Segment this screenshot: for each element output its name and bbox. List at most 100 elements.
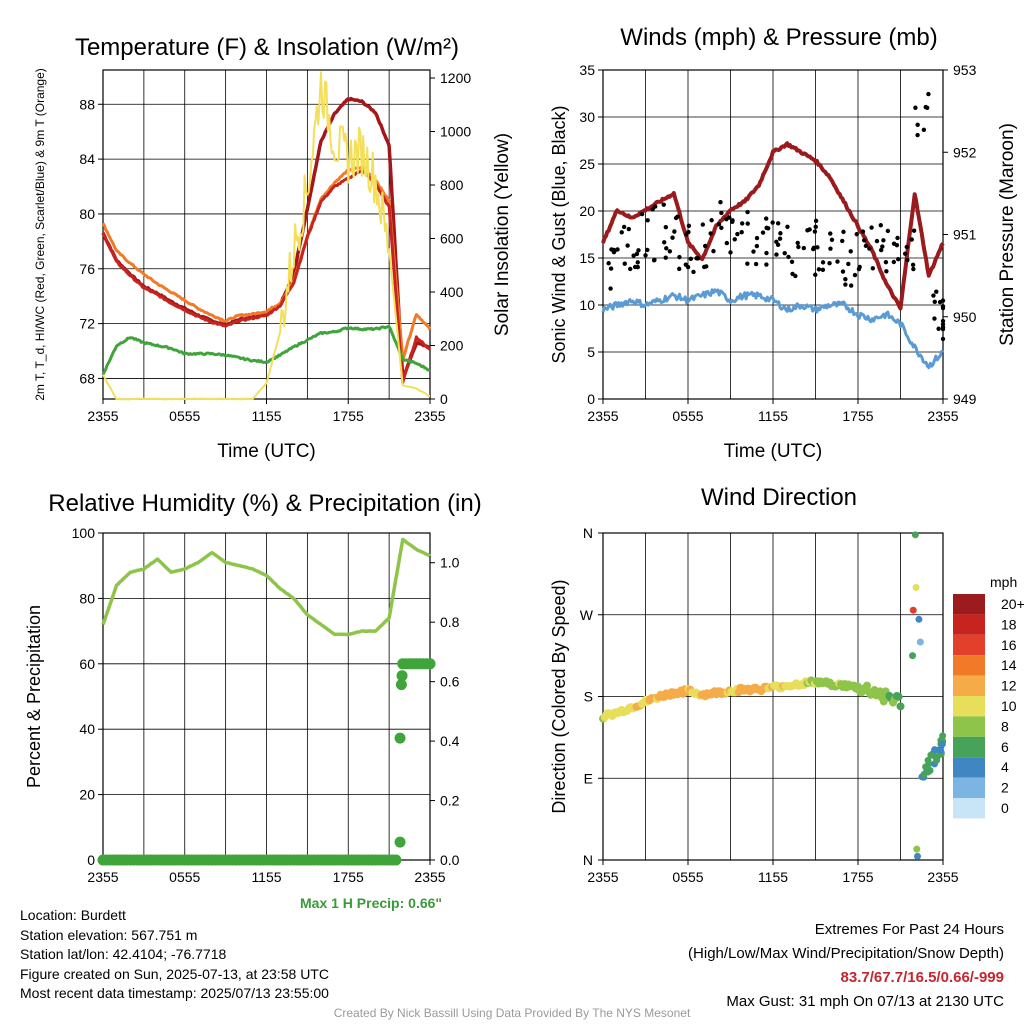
gust-point bbox=[940, 318, 946, 324]
gust-point bbox=[651, 258, 657, 263]
gust-point bbox=[884, 269, 889, 274]
gust-point bbox=[732, 237, 737, 242]
gust-point bbox=[936, 326, 941, 331]
y2-tick-label: 0 bbox=[440, 391, 448, 407]
gust-point bbox=[931, 293, 936, 298]
gust-point bbox=[745, 261, 750, 266]
y2-tick-label: 949 bbox=[953, 391, 977, 407]
gust-point bbox=[716, 221, 722, 227]
gust-point bbox=[663, 255, 668, 260]
gust-point bbox=[615, 247, 620, 252]
y-tick-label: S bbox=[584, 689, 593, 705]
gust-point bbox=[785, 224, 790, 229]
gust-point bbox=[673, 215, 679, 221]
chart-title: Wind Direction bbox=[701, 484, 857, 511]
legend-swatch bbox=[953, 655, 985, 676]
y2-tick-label: 950 bbox=[953, 309, 977, 325]
gust-point bbox=[728, 250, 733, 255]
gust-point bbox=[631, 253, 636, 258]
gust-point bbox=[775, 221, 781, 226]
y2-tick-label: 1200 bbox=[440, 70, 471, 86]
gust-point bbox=[622, 261, 627, 266]
x-tick-label: 1755 bbox=[333, 869, 364, 885]
direction-point bbox=[936, 746, 944, 754]
x-tick-label: 1755 bbox=[842, 869, 873, 885]
extremes-panel: Extremes For Past 24 Hours (High/Low/Max… bbox=[688, 918, 1004, 1014]
direction-point bbox=[911, 531, 919, 539]
gust-point bbox=[608, 266, 614, 271]
gust-point bbox=[885, 228, 891, 234]
gust-point bbox=[848, 249, 853, 254]
gust-point bbox=[891, 259, 897, 265]
gust-point bbox=[708, 231, 713, 236]
gust-point bbox=[896, 257, 901, 262]
gust-point bbox=[652, 204, 658, 209]
gust-point bbox=[643, 253, 648, 258]
legend-swatch bbox=[953, 634, 985, 656]
gust-point bbox=[835, 259, 840, 264]
gust-point bbox=[795, 240, 800, 246]
precip-point bbox=[390, 854, 402, 866]
gust-point bbox=[763, 216, 769, 221]
y-tick-label: 80 bbox=[79, 206, 95, 222]
station-info: Location: Burdett Station elevation: 567… bbox=[20, 906, 329, 1004]
y-tick-label: 15 bbox=[579, 250, 595, 266]
gust-point bbox=[840, 238, 845, 244]
gust-point bbox=[895, 235, 900, 241]
y2-tick-label: 951 bbox=[953, 227, 977, 243]
gust-point bbox=[719, 210, 724, 216]
gust-point bbox=[695, 256, 701, 261]
y2-tick-label: 400 bbox=[440, 284, 464, 300]
chart-title: Relative Humidity (%) & Precipitation (i… bbox=[48, 490, 481, 517]
y2-tick-label: 800 bbox=[440, 177, 464, 193]
y-tick-label: 88 bbox=[79, 96, 95, 112]
y2-tick-label: 0.2 bbox=[440, 793, 460, 809]
direction-point bbox=[924, 756, 932, 764]
max-gust: Max Gust: 31 mph On 07/13 at 2130 UTC bbox=[726, 993, 1004, 1010]
x-tick-label: 0555 bbox=[672, 869, 703, 885]
y2-tick-label: 600 bbox=[440, 231, 464, 247]
direction-point bbox=[914, 852, 921, 860]
gust-point bbox=[709, 218, 714, 223]
gust-point bbox=[883, 259, 889, 265]
gust-point bbox=[905, 257, 910, 263]
station-elevation: Station elevation: 567.751 m bbox=[20, 926, 198, 943]
gust-point bbox=[880, 244, 885, 249]
y-tick-label: E bbox=[584, 770, 593, 786]
direction-point bbox=[927, 751, 935, 759]
direction-point bbox=[909, 652, 917, 660]
y2-tick-label: 952 bbox=[953, 144, 977, 160]
gust-point bbox=[828, 231, 833, 236]
legend-label: 12 bbox=[1001, 678, 1017, 694]
y-axis-label: Direction (Colored By Speed) bbox=[549, 579, 569, 813]
gust-point bbox=[672, 229, 677, 234]
gust-point bbox=[790, 271, 795, 277]
gust-point bbox=[625, 243, 630, 248]
y-tick-label: 25 bbox=[579, 156, 595, 172]
gust-point bbox=[645, 247, 650, 253]
x-tick-label: 1755 bbox=[842, 408, 873, 424]
gust-point bbox=[774, 252, 779, 257]
gust-point bbox=[727, 215, 732, 220]
gust-point bbox=[934, 289, 939, 294]
gust-point bbox=[663, 224, 669, 230]
gust-point bbox=[940, 322, 946, 327]
gust-point bbox=[775, 242, 781, 248]
x-tick-label: 0555 bbox=[169, 869, 200, 885]
gust-point bbox=[921, 127, 927, 133]
x-tick-label: 2355 bbox=[414, 408, 445, 424]
gust-point bbox=[686, 229, 691, 235]
precip-point bbox=[394, 732, 406, 744]
gust-point bbox=[751, 249, 756, 254]
direction-point bbox=[933, 756, 941, 764]
legend-label: 2 bbox=[1001, 780, 1009, 796]
gust-point bbox=[688, 256, 694, 262]
y2-tick-label: 0.0 bbox=[440, 852, 460, 868]
precip-point bbox=[396, 670, 408, 682]
gust-point bbox=[789, 259, 795, 264]
legend-title: mph bbox=[990, 574, 1017, 590]
gust-point bbox=[932, 316, 937, 321]
y-tick-label: 5 bbox=[587, 344, 595, 360]
gust-point bbox=[611, 249, 617, 255]
